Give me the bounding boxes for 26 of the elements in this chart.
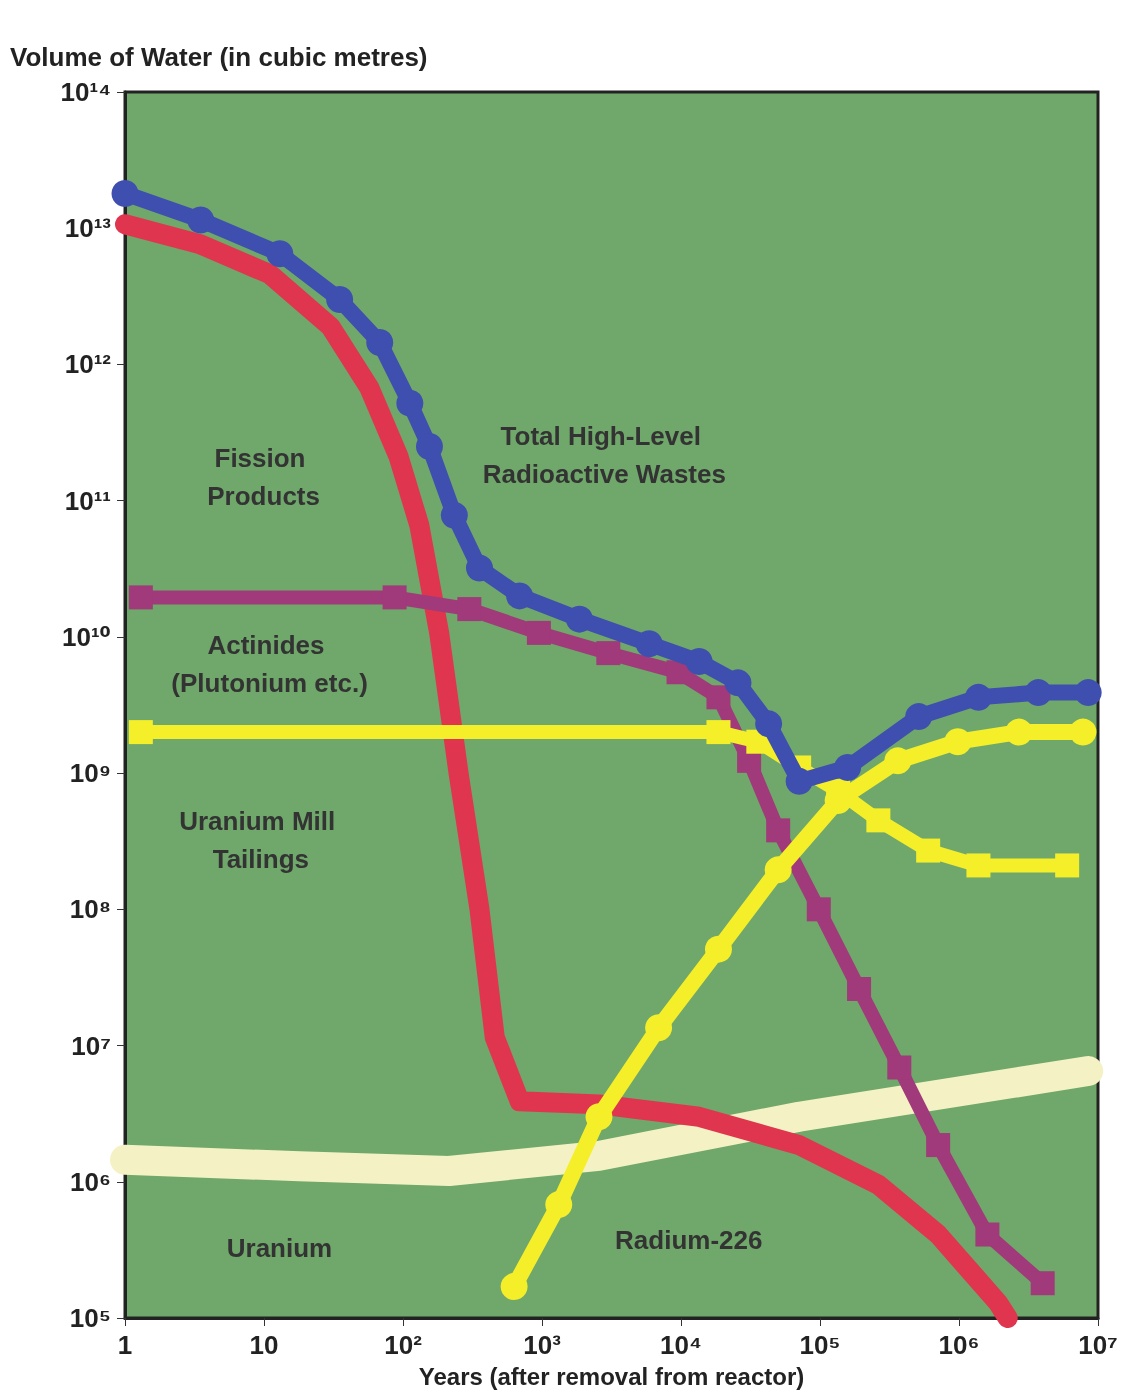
x-tick-label: 10 (249, 1330, 279, 1360)
x-tick-label: 1 (117, 1330, 133, 1360)
y-tick-label: 10¹² (64, 349, 112, 380)
text: Uranium (226, 1233, 333, 1264)
series-label: Radium-226 (615, 1224, 763, 1255)
x-tick-label: 10⁴ (660, 1330, 702, 1360)
y-tick-label: 10⁶ (70, 1166, 111, 1197)
y-tick-label: 10⁷ (71, 1030, 111, 1061)
text: Uranium Mill Tailings (179, 806, 343, 875)
x-tick-label: 10⁵ (799, 1330, 841, 1360)
y-tick-label: 10⁹ (69, 758, 111, 789)
x-tick-label: 10³ (523, 1330, 562, 1360)
y-tick-label: 10¹⁰ (62, 621, 111, 652)
series-label: Total High-Level Radioactive Wastes (482, 421, 726, 490)
x-tick-label: 10⁷ (1078, 1330, 1118, 1360)
y-tick-label: 10⁸ (69, 894, 111, 925)
x-tick-label: 10⁶ (938, 1330, 980, 1360)
series-label: Actinides (Plutonium etc.) (171, 630, 368, 699)
y-tick-label: 10¹¹ (64, 485, 111, 516)
y-tick-label: 10¹³ (64, 213, 112, 244)
y-tick-label: 10¹⁴ (60, 77, 111, 107)
x-axis-title: Years (after removal from reactor) (418, 1362, 805, 1390)
x-tick-label: 10² (384, 1330, 423, 1360)
y-axis-title: Volume of Water (in cubic metres) (10, 42, 428, 72)
text: Fission Products (207, 442, 320, 511)
y-tick-label: 10⁵ (69, 1303, 111, 1333)
